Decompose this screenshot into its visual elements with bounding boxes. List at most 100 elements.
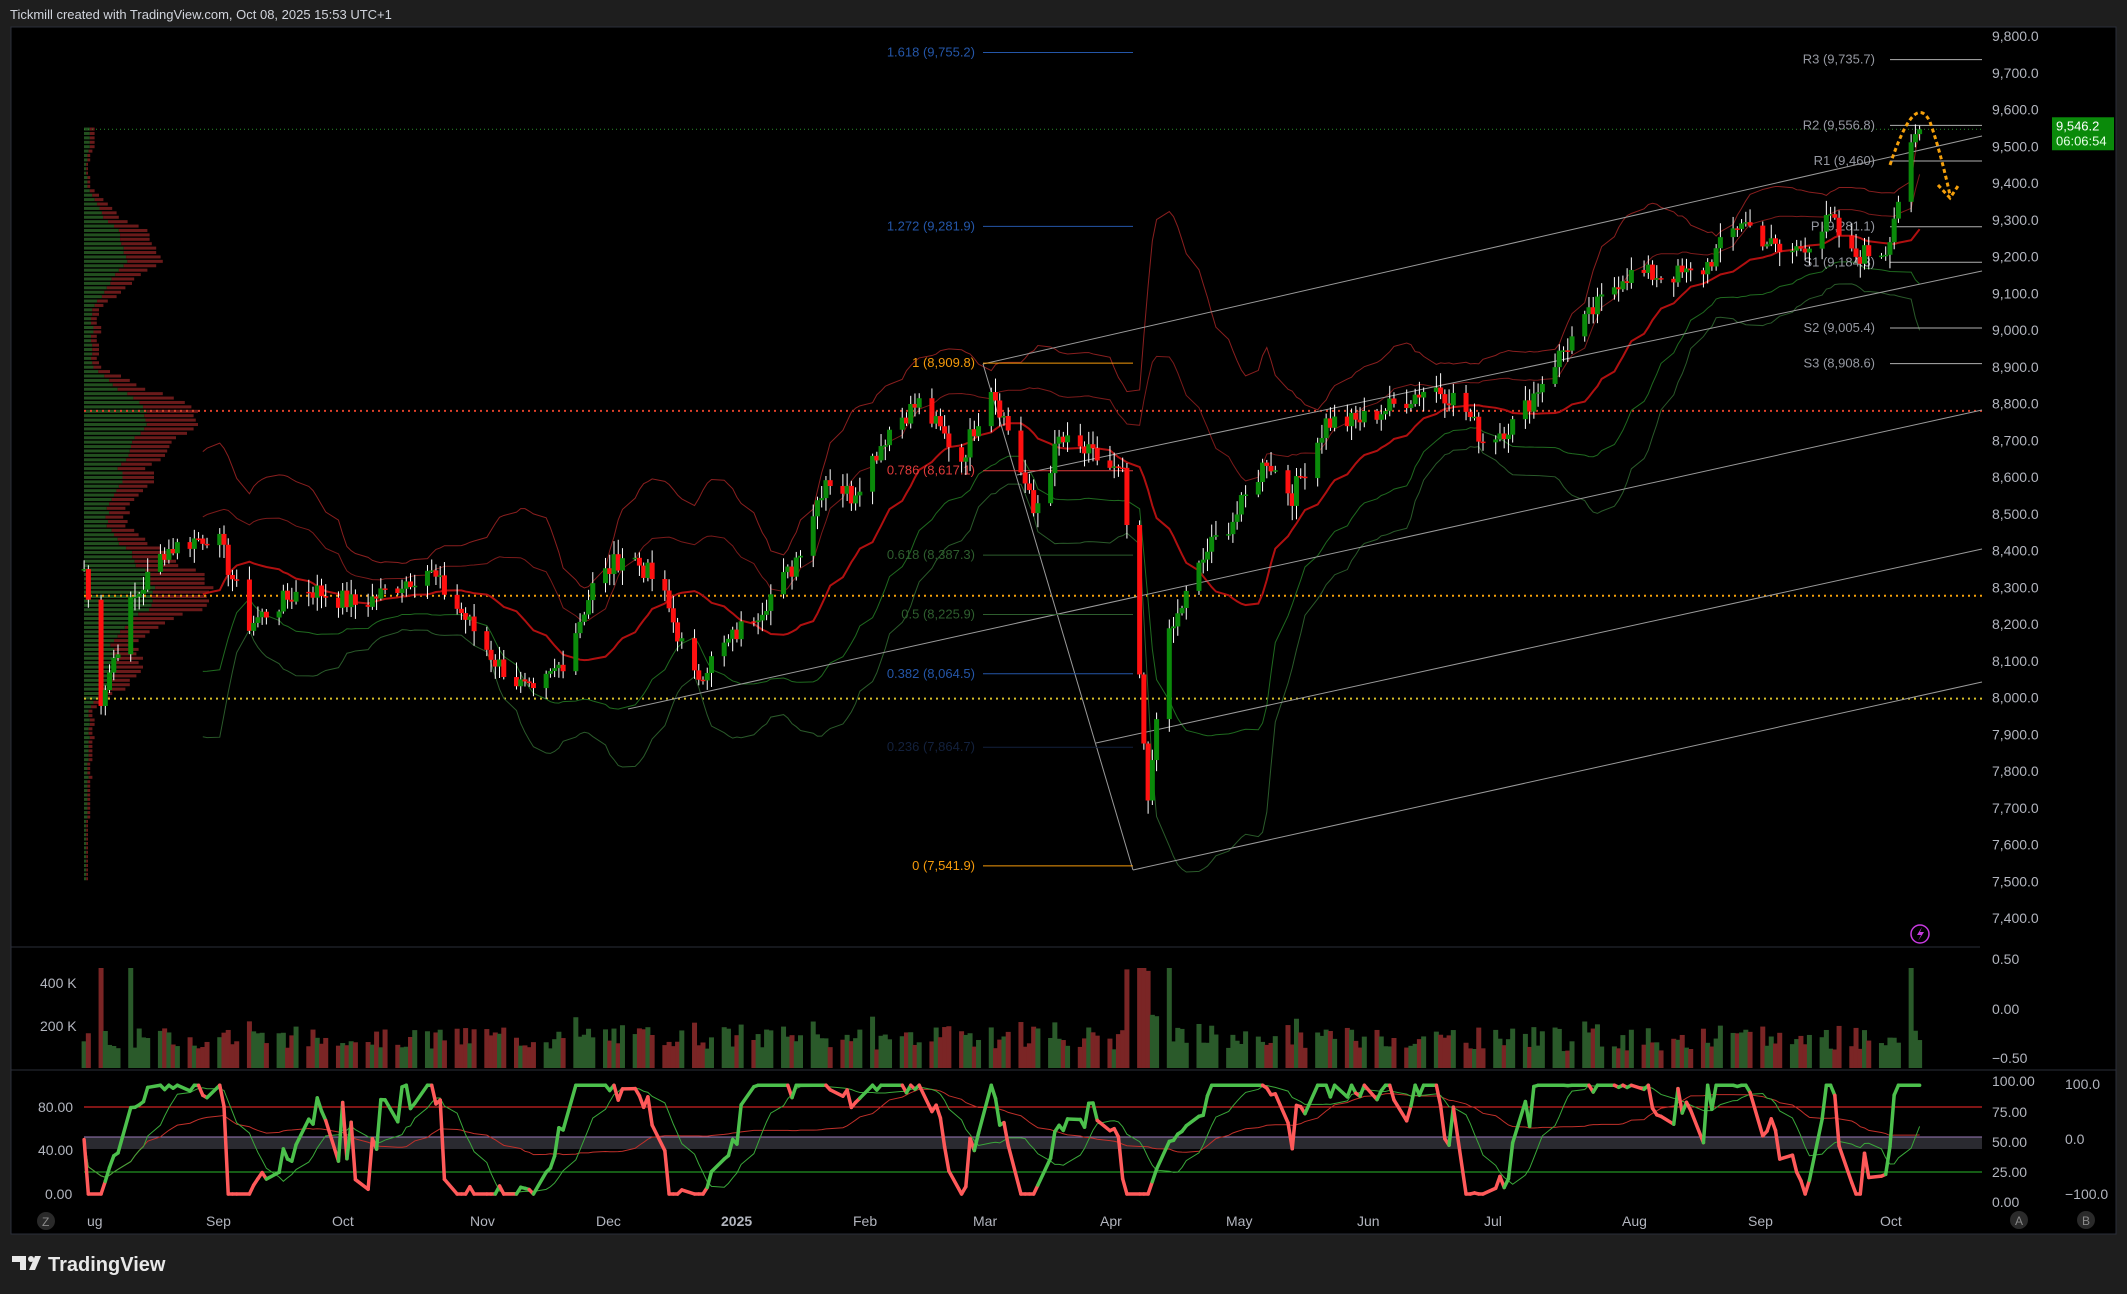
candle-body — [581, 614, 587, 622]
profile-bar-down — [144, 427, 194, 431]
volume-bar — [556, 1031, 562, 1068]
profile-bar-up — [84, 273, 116, 277]
time-axis[interactable]: ug Sep Oct Nov Dec 2025 Feb Mar Apr May Jun Jul Aug S… — [87, 1213, 1902, 1229]
volume-bar — [887, 1039, 893, 1068]
volume-bar — [1387, 1046, 1393, 1068]
forecast-path[interactable] — [1888, 110, 1952, 196]
volume-bar — [1556, 1028, 1562, 1068]
volume-bar — [107, 1044, 113, 1068]
forecast-arrow[interactable] — [1888, 110, 1960, 201]
price-axis-label: 8,300.0 — [1992, 579, 2039, 595]
volume-bar — [1260, 1041, 1266, 1068]
volume-bar — [1433, 1031, 1439, 1068]
volume-left-label: 200 K — [40, 1018, 77, 1034]
pivot-points: R3 (9,735.7) R2 (9,556.8) R1 (9,460) P (9,2… — [1803, 52, 1982, 371]
volume-bar — [191, 1045, 197, 1068]
volume-bar — [458, 1044, 464, 1068]
tradingview-logo[interactable]: TradingView — [12, 1254, 166, 1276]
osc-main-segment — [1146, 1179, 1155, 1196]
candle-body — [704, 672, 710, 681]
candle-body — [887, 429, 893, 446]
scale-button-z[interactable]: Z — [37, 1212, 55, 1230]
candle-body — [1586, 307, 1592, 315]
price-axis[interactable]: 9,800.0 9,700.0 9,600.0 9,500.0 9,400.0 9,300… — [1992, 28, 2039, 926]
scale-button-a[interactable]: A — [2010, 1211, 2028, 1229]
time-axis-label: Jun — [1357, 1213, 1380, 1229]
volume-bar — [1094, 1035, 1100, 1068]
candle-body — [1213, 535, 1219, 537]
fibonacci-extension[interactable]: 1.618 (9,755.2) 1.272 (9,281.9) 1 (8,909.8… — [887, 44, 1133, 873]
channel-line[interactable] — [982, 135, 1983, 365]
profile-bar-down — [88, 753, 93, 757]
profile-bar-down — [130, 445, 170, 449]
candle-body — [369, 596, 375, 607]
price-axis-label: 8,700.0 — [1992, 432, 2039, 448]
volume-bar — [1035, 1028, 1041, 1068]
volume-bar — [1747, 1031, 1753, 1068]
volume-bar — [1599, 1046, 1605, 1068]
candle-body — [1768, 238, 1774, 245]
trend-channel[interactable] — [627, 135, 1983, 871]
osc-main-segment — [531, 1170, 548, 1196]
price-axis-label: 7,600.0 — [1992, 837, 2039, 853]
candle-body — [1171, 626, 1177, 629]
volume-bar — [1285, 1025, 1291, 1068]
volume-bar — [993, 1048, 999, 1068]
volume-bar — [1531, 1027, 1537, 1068]
candle-body — [1226, 534, 1232, 536]
profile-bar-up — [84, 370, 99, 374]
profile-bar-up — [84, 877, 87, 881]
volume-bar — [1124, 969, 1130, 1068]
candle-body — [1264, 462, 1270, 466]
volume-bar — [323, 1037, 329, 1068]
pivot-label: S3 (8,908.6) — [1803, 356, 1875, 371]
volume-bar — [1230, 1034, 1236, 1068]
lightning-icon[interactable] — [1910, 924, 1930, 944]
volume-bar — [1895, 1042, 1901, 1068]
fib-trend-line[interactable] — [982, 363, 1134, 871]
candle-body — [1887, 242, 1893, 255]
profile-bar-up — [84, 559, 135, 563]
channel-line[interactable] — [1016, 270, 1983, 476]
profile-bar-up — [84, 453, 129, 457]
candle-body — [204, 543, 210, 546]
volume-bar — [1196, 1023, 1202, 1068]
volume-bar — [1412, 1043, 1418, 1068]
profile-bar-up — [84, 515, 106, 519]
profile-bar-up — [84, 471, 123, 475]
profile-bar-up — [84, 511, 110, 515]
candle-body — [827, 480, 833, 487]
volume-bar — [946, 1026, 952, 1068]
oscillator-axis: 80.00 40.00 0.00 100.00 75.00 50.00 25.0… — [38, 1073, 2108, 1210]
volume-bar — [1056, 1038, 1062, 1068]
channel-line[interactable] — [1095, 548, 1983, 744]
volume-bar — [1522, 1033, 1528, 1068]
osc-main-segment — [828, 1088, 845, 1098]
channel-line[interactable] — [1132, 681, 1983, 871]
profile-bar-down — [114, 493, 139, 497]
channel-line[interactable] — [627, 409, 1983, 710]
osc-main-segment — [429, 1083, 438, 1106]
profile-bar-up — [84, 431, 141, 435]
profile-bar-up — [84, 819, 87, 823]
profile-bar-up — [84, 206, 100, 210]
volume-bar — [1086, 1027, 1092, 1068]
candle-body — [899, 417, 905, 430]
candle-body — [1565, 350, 1571, 352]
time-axis-label: 2025 — [721, 1213, 752, 1229]
scale-button-b[interactable]: B — [2077, 1211, 2095, 1229]
profile-bar-down — [150, 581, 205, 585]
candle-body — [1349, 412, 1355, 427]
volume-bar — [1209, 1025, 1215, 1068]
volume-bar — [344, 1045, 350, 1068]
volume-bar — [1238, 1043, 1244, 1068]
profile-bar-up — [84, 193, 93, 197]
candle-body — [1268, 465, 1274, 472]
candle-body — [1438, 387, 1444, 395]
candle-body — [1641, 269, 1647, 273]
osc-main-segment — [1676, 1086, 1684, 1115]
candle-body — [1683, 268, 1689, 273]
candle-body — [1849, 235, 1855, 249]
profile-bar-up — [84, 343, 93, 347]
